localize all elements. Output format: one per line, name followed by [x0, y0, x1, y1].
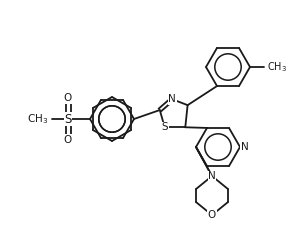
Text: O: O: [208, 210, 216, 220]
Text: N: N: [208, 171, 216, 181]
Text: CH$_3$: CH$_3$: [27, 112, 48, 126]
Text: O: O: [64, 135, 72, 145]
Text: S: S: [64, 113, 72, 126]
Text: N: N: [168, 94, 176, 104]
Text: N: N: [241, 142, 249, 152]
Text: N: N: [208, 171, 216, 181]
Text: CH$_3$: CH$_3$: [267, 60, 287, 74]
Text: S: S: [161, 122, 168, 132]
Text: O: O: [64, 93, 72, 103]
